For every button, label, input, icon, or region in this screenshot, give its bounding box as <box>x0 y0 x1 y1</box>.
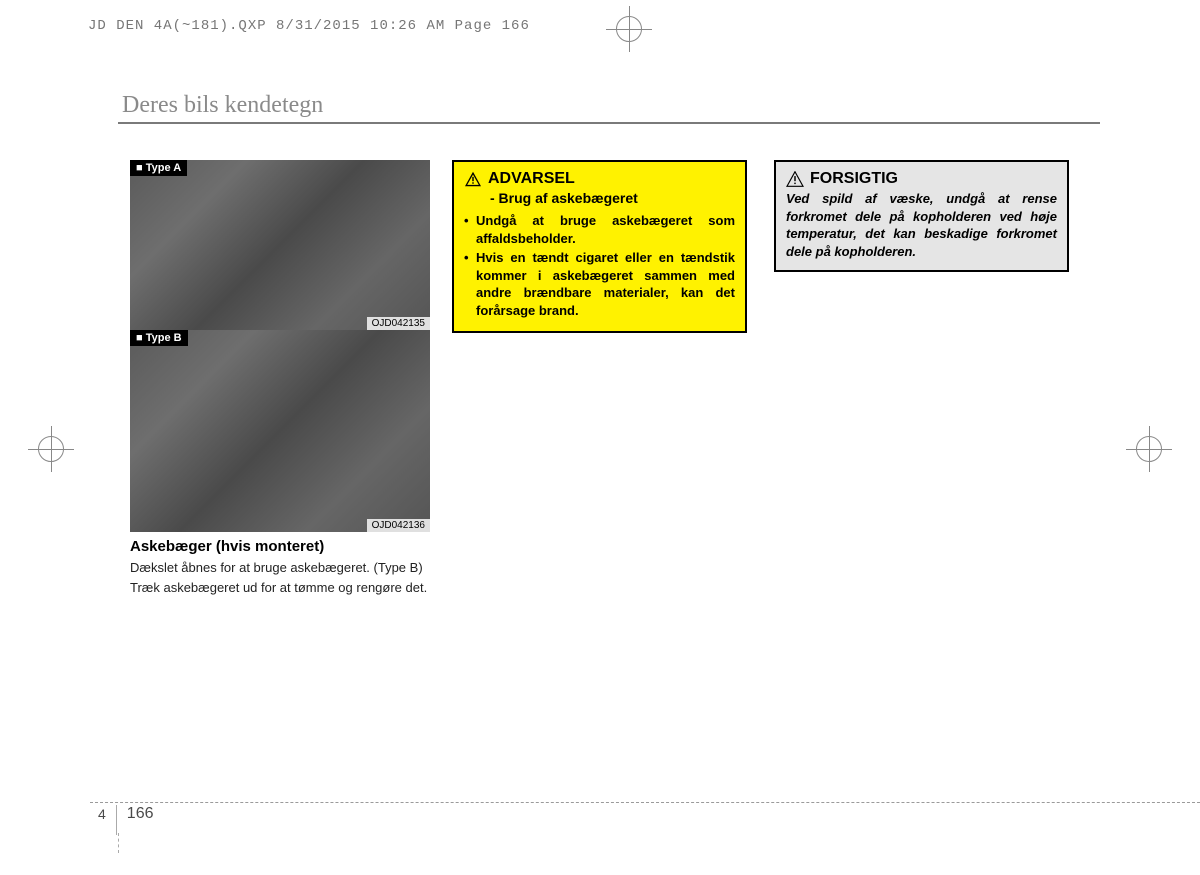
page-number-value: 166 <box>127 805 154 823</box>
column-left: ■ Type A OJD042135 ■ Type B OJD042136 As… <box>130 160 430 598</box>
crop-mark-right <box>1130 430 1168 468</box>
body-text: Dækslet åbnes for at bruge askebægeret. … <box>130 559 430 596</box>
figure-type-b: ■ Type B OJD042136 <box>130 330 430 532</box>
page-number: 4 166 <box>98 799 154 829</box>
column-right: FORSIGTIG Ved spild af væske, undgå at r… <box>774 160 1074 598</box>
body-paragraph-1: Dækslet åbnes for at bruge askebægeret. … <box>130 559 430 577</box>
caution-box: FORSIGTIG Ved spild af væske, undgå at r… <box>774 160 1069 272</box>
caution-icon <box>786 171 804 187</box>
title-rule <box>118 122 1100 124</box>
figure-label-a-text: Type A <box>146 162 181 174</box>
crop-mark-top <box>610 10 648 48</box>
caution-text: Ved spild af væske, undgå at rense forkr… <box>786 190 1057 260</box>
figure-code-b: OJD042136 <box>367 519 430 532</box>
warning-subtitle: - Brug af askebægeret <box>490 190 735 206</box>
warning-item-2: Hvis en tændt cigaret eller en tændstik … <box>464 249 735 319</box>
warning-title: ADVARSEL <box>464 170 735 188</box>
warning-title-text: ADVARSEL <box>488 170 575 188</box>
page-tick <box>118 833 119 853</box>
warning-list: Undgå at bruge askebægeret som affaldsbe… <box>464 212 735 319</box>
print-header: JD DEN 4A(~181).QXP 8/31/2015 10:26 AM P… <box>88 18 530 34</box>
body-paragraph-2: Træk askebægeret ud for at tømme og reng… <box>130 579 430 597</box>
figure-code-a: OJD042135 <box>367 317 430 330</box>
warning-box: ADVARSEL - Brug af askebægeret Undgå at … <box>452 160 747 333</box>
section-title: Deres bils kendetegn <box>122 92 323 119</box>
caution-title-text: FORSIGTIG <box>810 170 898 188</box>
content-columns: ■ Type A OJD042135 ■ Type B OJD042136 As… <box>130 160 1074 598</box>
figure-label-b: ■ Type B <box>130 330 188 346</box>
warning-item-1: Undgå at bruge askebægeret som affaldsbe… <box>464 212 735 247</box>
figure-label-a: ■ Type A <box>130 160 187 176</box>
crop-mark-left <box>32 430 70 468</box>
footer-divider <box>90 802 1200 803</box>
figure-type-a: ■ Type A OJD042135 <box>130 160 430 330</box>
chapter-number: 4 <box>98 806 106 822</box>
warning-icon <box>464 171 482 187</box>
sub-heading: Askebæger (hvis monteret) <box>130 538 430 555</box>
column-middle: ADVARSEL - Brug af askebægeret Undgå at … <box>452 160 752 598</box>
caution-title: FORSIGTIG <box>786 170 1057 188</box>
page-separator <box>116 805 117 835</box>
figure-label-b-text: Type B <box>146 332 182 344</box>
